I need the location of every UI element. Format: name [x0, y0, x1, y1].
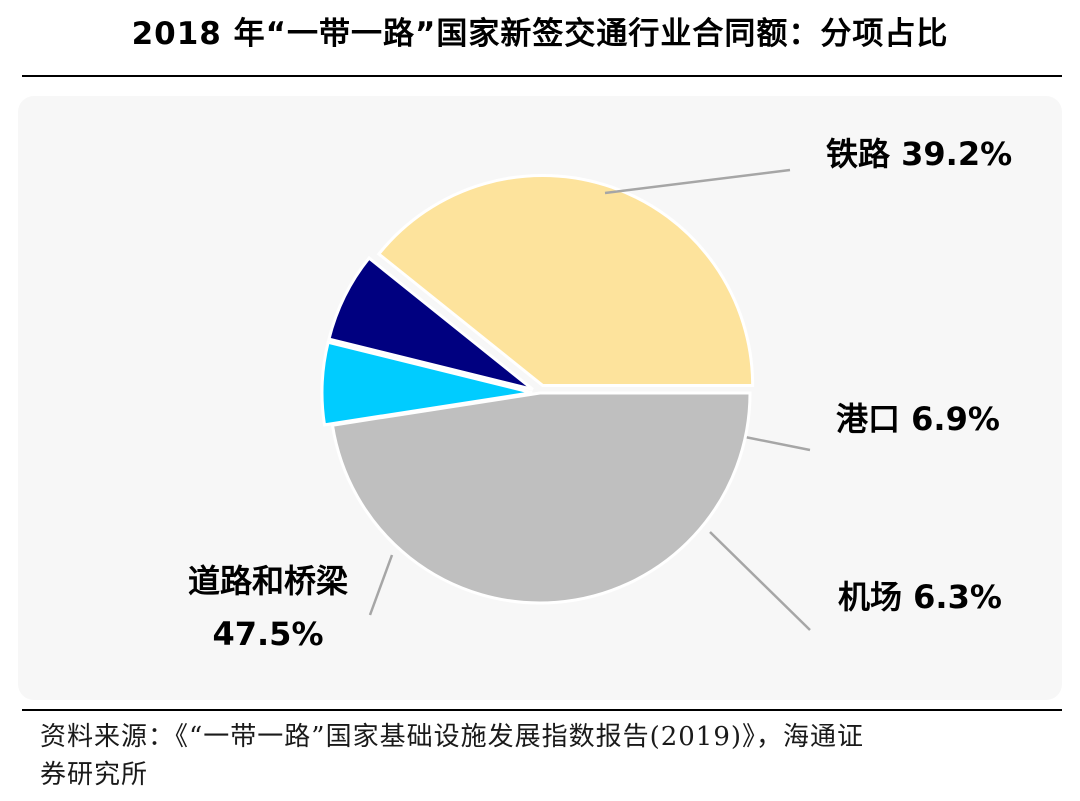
leader-line-2 — [744, 435, 811, 452]
pie-slice-4 — [330, 391, 752, 605]
chart-title: 2018 年“一带一路”国家新签交通行业合同额：分项占比 — [131, 16, 949, 52]
slice-label-4-1: 道路和桥梁 — [188, 562, 348, 600]
source-line-1: 资料来源：《“一带一路”国家基础设施发展指数报告(2019)》，海通证 — [40, 722, 865, 752]
slice-label-1: 铁路 39.2% — [826, 135, 1012, 173]
slice-label-4-2: 47.5% — [212, 615, 323, 653]
pie-slice-1 — [376, 174, 755, 387]
slice-label-3: 机场 6.3% — [838, 578, 1002, 616]
title-divider — [22, 75, 1062, 77]
leader-line-3 — [709, 531, 811, 631]
leader-line-4 — [368, 554, 394, 616]
pie-slice-2 — [327, 255, 534, 391]
slice-label-2: 港口 6.9% — [836, 400, 1000, 438]
source-line-2: 券研究所 — [40, 760, 149, 790]
pie-slice-3 — [320, 340, 533, 427]
source-note: 资料来源：《“一带一路”国家基础设施发展指数报告(2019)》，海通证 券研究所 — [40, 718, 1050, 794]
leader-line-1 — [604, 168, 791, 195]
source-divider — [22, 709, 1062, 711]
